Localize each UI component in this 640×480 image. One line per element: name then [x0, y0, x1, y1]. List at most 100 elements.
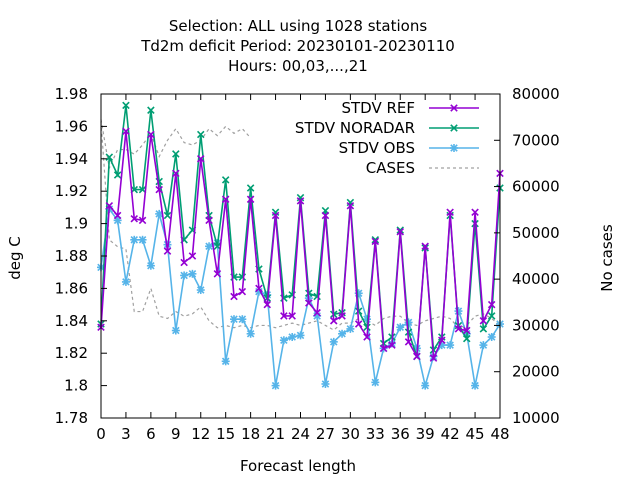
legend-item: CASES: [366, 159, 479, 177]
y-tick-label: 1.88: [55, 247, 88, 265]
y2-tick-label: 60000: [512, 178, 560, 196]
x-tick-label: 39: [416, 425, 435, 443]
legend-label: STDV REF: [341, 99, 415, 117]
series-0-point: [404, 338, 413, 346]
series-1-point: [280, 294, 288, 302]
series-0: [97, 127, 504, 362]
series-0-point: [246, 195, 255, 204]
y2-tick-label: 80000: [512, 85, 560, 103]
series-2: [97, 205, 504, 390]
legend-label: STDV OBS: [339, 139, 415, 157]
title-line-2: Td2m deficit Period: 20230101-20230110: [140, 37, 455, 55]
series-0-point: [487, 300, 496, 309]
series-3-line: [100, 121, 501, 331]
x-tick-label: 15: [216, 425, 235, 443]
series-0-point: [388, 341, 396, 349]
series-0-point: [288, 312, 296, 320]
x-axis-label: Forecast length: [240, 457, 356, 475]
y-axis-label: deg C: [6, 236, 24, 280]
series-0-point: [329, 317, 338, 325]
series-0-point: [454, 325, 463, 333]
series-0-point: [105, 202, 114, 210]
series-0-point: [138, 216, 147, 225]
series-0-point: [238, 287, 247, 296]
x-tick-label: 6: [146, 425, 156, 443]
series-0-point: [429, 354, 438, 362]
series-0-point: [471, 208, 479, 217]
title-line-1: Selection: ALL using 1028 stations: [169, 17, 428, 35]
series-0-point: [479, 317, 488, 325]
legend: STDV REF STDV NORADAR STDV OBS CASES: [295, 99, 479, 177]
series-0-point: [180, 258, 188, 267]
series-0-point: [338, 312, 346, 320]
x-tick-label: 27: [316, 425, 335, 443]
x-tick-label: 33: [366, 425, 385, 443]
series-0-point: [188, 252, 197, 260]
series-0-point: [213, 270, 222, 278]
series-1-point: [138, 185, 147, 194]
x-axis: 0 3 6 9 12 15 18 21 24 27 30 33 36 39 42 45 48: [96, 94, 510, 443]
y-tick-label: 1.94: [55, 150, 88, 168]
series-0-point: [271, 211, 280, 220]
x-tick-label: 24: [291, 425, 310, 443]
series-0-point: [196, 155, 205, 163]
y2-tick-label: 10000: [512, 409, 560, 427]
series-0-point: [321, 211, 330, 220]
x-tick-label: 42: [441, 425, 460, 443]
x-tick-label: 0: [96, 425, 106, 443]
legend-label: CASES: [366, 159, 415, 177]
series-0-point: [205, 216, 213, 225]
x-tick-label: 45: [466, 425, 485, 443]
series-1-point: [163, 211, 172, 220]
series-0-point: [163, 247, 172, 255]
series-1-point: [246, 184, 255, 192]
legend-swatch-point: [450, 124, 458, 132]
legend-swatch-point: [450, 104, 458, 112]
x-tick-label: 48: [490, 425, 509, 443]
series-0-point: [255, 284, 263, 293]
series-0-point: [230, 292, 238, 301]
series-0-point: [446, 208, 454, 217]
series-0-point: [421, 242, 429, 251]
y2-tick-label: 50000: [512, 224, 560, 242]
x-tick-label: 30: [341, 425, 360, 443]
y-axis: 1.78 1.8 1.82 1.84 1.86 1.88 1.9 1.92 1.94 1.96 1.…: [55, 85, 107, 427]
series-0-point: [113, 211, 122, 220]
y-tick-label: 1.98: [55, 85, 88, 103]
series-0-point: [371, 237, 380, 246]
series-0-point: [379, 344, 388, 353]
series-0-point: [462, 326, 471, 335]
series-1-point: [354, 307, 363, 315]
x-tick-label: 18: [241, 425, 260, 443]
y-tick-label: 1.84: [55, 312, 88, 330]
series-0-point: [313, 308, 321, 317]
y2-axis: 10000 20000 30000 40000 50000 60000 70000 80000: [494, 85, 560, 427]
y-tick-label: 1.8: [64, 377, 88, 395]
series-0-point: [280, 312, 288, 320]
y-tick-label: 1.78: [55, 409, 88, 427]
legend-label: STDV NORADAR: [295, 119, 415, 137]
series-2-line: [100, 206, 501, 386]
series-0-point: [363, 333, 371, 341]
y-tick-label: 1.9: [64, 215, 88, 233]
x-tick-label: 36: [391, 425, 410, 443]
x-tick-label: 21: [266, 425, 285, 443]
legend-item: STDV NORADAR: [295, 119, 479, 137]
series-1-point: [122, 101, 130, 110]
chart-title: Selection: ALL using 1028 stations Td2m …: [140, 17, 455, 75]
plot-area: [97, 101, 504, 390]
series-1-point: [105, 153, 114, 161]
series-1-point: [462, 334, 471, 343]
y-tick-label: 1.86: [55, 279, 88, 297]
series-1-point: [487, 312, 496, 320]
series-1-point: [172, 150, 180, 158]
y2-tick-label: 20000: [512, 363, 560, 381]
series-1-point: [221, 176, 230, 184]
series-0-point: [172, 169, 180, 178]
y2-tick-label: 30000: [512, 316, 560, 334]
series-0-point: [155, 185, 163, 194]
series-1-point: [196, 130, 205, 139]
x-tick-label: 12: [191, 425, 210, 443]
series-0-point: [438, 336, 446, 345]
